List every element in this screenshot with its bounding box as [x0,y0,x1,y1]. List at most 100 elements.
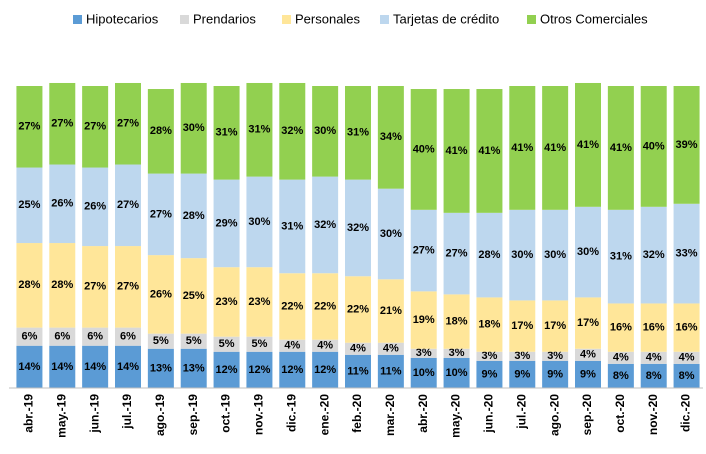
data-label: 27% [117,281,139,293]
data-label: 8% [679,370,695,382]
bar-segment [476,297,503,352]
data-label: 25% [18,199,40,211]
data-label: 16% [610,322,632,334]
data-label: 41% [577,139,599,151]
bar-segment [542,351,569,361]
x-tick-label: oct.-19 [219,394,233,433]
bar-segment [640,86,667,207]
bar-segment [542,360,569,388]
data-label: 41% [478,145,500,157]
bar-segment [509,300,536,352]
bar-segment [49,243,76,328]
data-label: 23% [216,296,238,308]
legend-swatch [380,15,389,24]
bar-segment [82,86,109,168]
data-label: 32% [314,219,336,231]
data-label: 12% [314,364,336,376]
x-tick-label: jun.-20 [482,394,496,434]
data-label: 3% [449,347,465,359]
bar-segment [246,82,273,177]
bar-segment [377,86,404,189]
data-label: 26% [51,198,73,210]
legend-swatch [73,15,82,24]
bar-segment [147,255,174,334]
x-tick-label: feb.-20 [350,394,364,433]
bar-segment [115,327,141,346]
x-tick-label: sep.-19 [186,394,200,436]
data-label: 18% [446,315,468,327]
data-label: 9% [481,368,497,380]
data-label: 41% [446,145,468,157]
bar-segment [443,357,470,388]
data-label: 14% [18,361,40,373]
data-label: 28% [478,249,500,261]
bar-segment [607,303,634,352]
data-label: 11% [380,365,402,377]
bar-segment [49,327,76,346]
x-tick-label: jun.-19 [87,394,101,434]
x-tick-label: sep.-20 [580,394,594,436]
bar-segment [16,345,43,388]
x-tick-label: nov.-20 [646,394,660,435]
data-label: 39% [676,139,698,151]
data-label: 32% [643,249,665,261]
data-label: 40% [643,140,665,152]
bar-segment [673,203,700,304]
x-tick-label: abr.-20 [416,394,430,433]
data-label: 27% [117,118,139,130]
data-label: 4% [646,352,662,364]
data-label: 41% [544,142,566,154]
data-label: 12% [216,364,238,376]
bar-segment [575,206,601,298]
data-label: 12% [248,364,270,376]
bar-segment [509,360,536,388]
bar-segment [509,209,536,301]
bar-segment [213,179,240,268]
data-label: 27% [84,281,106,293]
data-label: 4% [317,340,333,352]
data-label: 26% [150,288,172,300]
data-label: 12% [281,364,303,376]
data-label: 4% [284,340,300,352]
bar-segment [115,82,141,165]
data-label: 13% [150,362,172,374]
bar-segment [312,351,339,388]
x-tick-label: ago.-20 [547,394,561,436]
x-tick-label: abr.-19 [22,394,36,433]
bar-segment [575,82,601,207]
data-label: 27% [51,118,73,130]
bar-segment [673,303,700,352]
bar-segment [213,267,240,337]
data-label: 41% [511,142,533,154]
bar-segment [213,86,240,180]
bar-segment [345,354,371,388]
bar-segment [575,360,601,388]
data-label: 26% [84,201,106,213]
data-label: 4% [383,343,399,355]
bar-segment [180,348,207,388]
bar-segment [312,86,339,177]
data-label: 6% [87,331,103,343]
bar-segment [49,164,76,244]
bar-segment [607,351,634,364]
data-label: 30% [314,125,336,137]
bar-segment [279,351,306,388]
bar-segment [410,291,437,349]
data-label: 32% [347,222,369,234]
bar-segment [16,86,43,168]
bar-segment [607,363,634,388]
data-label: 31% [216,127,238,139]
bar-segment [542,209,569,301]
bar-segment [410,348,437,358]
bar-segment [410,89,437,210]
data-label: 8% [613,370,629,382]
x-tick-label: may.-19 [54,394,68,438]
data-label: 14% [84,361,106,373]
bar-segment [542,300,569,352]
data-label: 9% [580,368,596,380]
bar-segment [476,212,503,298]
bar-segment [115,246,141,328]
data-label: 5% [251,338,267,350]
legend-swatch [180,15,189,24]
bar-segment [82,327,109,346]
